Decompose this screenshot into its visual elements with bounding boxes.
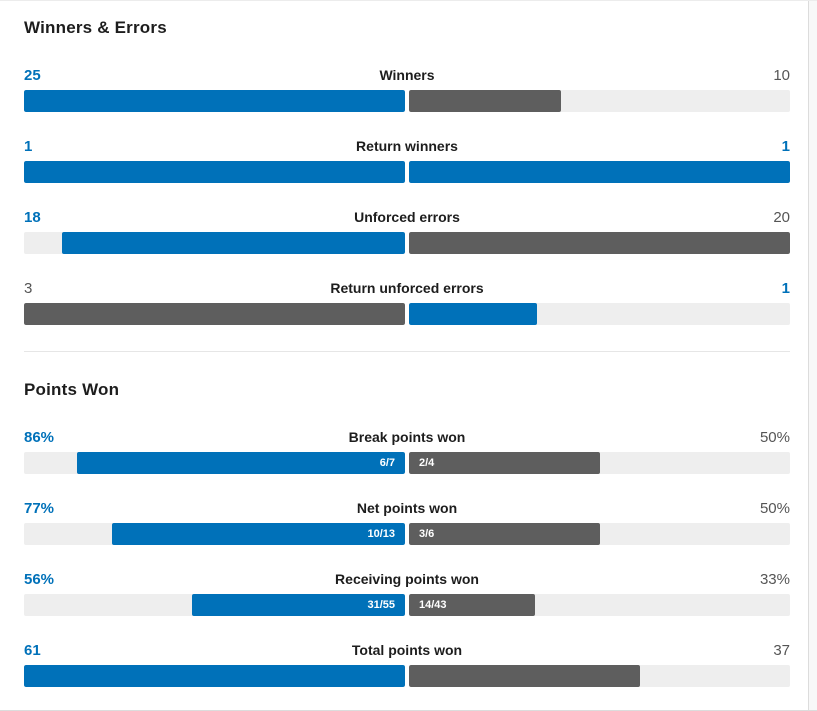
player1-value: 77% — [24, 500, 55, 517]
points-won-rows: 86% Break points won 50% 6/7 2/4 77% Net… — [24, 429, 790, 687]
player2-fraction-label: 2/4 — [419, 457, 435, 469]
stat-label-line: 18 Unforced errors 20 — [24, 209, 790, 226]
player1-value: 1 — [24, 138, 33, 155]
winners-errors-title: Winners & Errors — [24, 18, 167, 37]
player2-fraction-label: 14/43 — [419, 599, 447, 611]
player1-bar-track: 31/55 — [24, 594, 405, 616]
player2-bar-track — [409, 303, 790, 325]
stat-label-line: 1 Return winners 1 — [24, 138, 790, 155]
player1-bar: 6/7 — [77, 452, 405, 474]
player1-bar-track — [24, 161, 405, 183]
stat-row: 56% Receiving points won 33% 31/55 14/43 — [24, 571, 790, 616]
stat-row: 61 Total points won 37 — [24, 642, 790, 687]
player2-value: 20 — [773, 209, 790, 226]
player1-fraction-label: 6/7 — [379, 457, 395, 469]
player1-bar-track: 10/13 — [24, 523, 405, 545]
player2-bar-track — [409, 665, 790, 687]
player1-bar — [24, 303, 405, 325]
player1-bar-track — [24, 90, 405, 112]
player2-bar — [409, 232, 790, 254]
player2-bar-track: 3/6 — [409, 523, 790, 545]
player1-bar — [24, 161, 405, 183]
stat-row: 77% Net points won 50% 10/13 3/6 — [24, 500, 790, 545]
player1-value: 3 — [24, 280, 33, 297]
player1-value: 18 — [24, 209, 41, 226]
player2-value: 1 — [781, 280, 790, 297]
stat-row: 1 Return winners 1 — [24, 138, 790, 183]
player2-value: 50% — [759, 429, 790, 446]
scrollbar-track[interactable] — [808, 1, 817, 710]
stat-label-line: 86% Break points won 50% — [24, 429, 790, 446]
stat-row: 86% Break points won 50% 6/7 2/4 — [24, 429, 790, 474]
player2-bar-track — [409, 161, 790, 183]
player2-bar — [409, 303, 537, 325]
stat-bar-line — [24, 232, 790, 254]
stat-label: Winners — [379, 67, 435, 83]
stat-label: Return unforced errors — [330, 280, 484, 296]
player2-value: 50% — [759, 500, 790, 517]
player1-bar-track — [24, 303, 405, 325]
stat-label: Receiving points won — [335, 571, 479, 587]
player2-bar-track — [409, 232, 790, 254]
player1-bar — [62, 232, 405, 254]
player1-value: 61 — [24, 642, 41, 659]
stat-bar-line — [24, 303, 790, 325]
player2-bar: 2/4 — [409, 452, 600, 474]
player1-bar: 31/55 — [191, 594, 405, 616]
stat-bar-line — [24, 665, 790, 687]
stat-bar-line: 31/55 14/43 — [24, 594, 790, 616]
stat-label-line: 56% Receiving points won 33% — [24, 571, 790, 588]
player2-value: 1 — [781, 138, 790, 155]
stat-label: Break points won — [348, 429, 466, 445]
stat-bar-line: 10/13 3/6 — [24, 523, 790, 545]
stat-label-line: 25 Winners 10 — [24, 67, 790, 84]
player2-value: 33% — [759, 571, 790, 588]
stat-label-line: 3 Return unforced errors 1 — [24, 280, 790, 297]
player1-bar-track — [24, 665, 405, 687]
player1-value: 86% — [24, 429, 55, 446]
winners-errors-rows: 25 Winners 10 1 Return winners 1 — [24, 67, 790, 325]
player2-bar: 14/43 — [409, 594, 535, 616]
stat-label-line: 61 Total points won 37 — [24, 642, 790, 659]
player1-value: 56% — [24, 571, 55, 588]
player1-bar — [24, 665, 405, 687]
player2-bar — [409, 161, 790, 183]
stat-row: 25 Winners 10 — [24, 67, 790, 112]
player2-value: 10 — [773, 67, 790, 84]
stat-label: Return winners — [356, 138, 458, 154]
match-stats-panel: Winners & Errors 25 Winners 10 1 Return … — [0, 1, 817, 687]
player2-bar-track: 14/43 — [409, 594, 790, 616]
stat-label: Unforced errors — [354, 209, 460, 225]
stat-label: Net points won — [356, 500, 458, 516]
stat-bar-line: 6/7 2/4 — [24, 452, 790, 474]
player1-bar-track — [24, 232, 405, 254]
player2-bar — [409, 90, 562, 112]
section-divider — [24, 351, 790, 352]
player2-bar-track: 2/4 — [409, 452, 790, 474]
stat-row: 18 Unforced errors 20 — [24, 209, 790, 254]
player1-fraction-label: 10/13 — [367, 528, 395, 540]
player1-fraction-label: 31/55 — [367, 599, 395, 611]
stat-bar-line — [24, 90, 790, 112]
player2-fraction-label: 3/6 — [419, 528, 435, 540]
player2-bar: 3/6 — [409, 523, 600, 545]
points-won-title: Points Won — [24, 380, 120, 399]
section-points-won: Points Won 86% Break points won 50% 6/7 … — [24, 380, 790, 687]
stat-label-line: 77% Net points won 50% — [24, 500, 790, 517]
player1-bar: 10/13 — [111, 523, 405, 545]
stat-label: Total points won — [351, 642, 463, 658]
player2-bar-track — [409, 90, 790, 112]
player2-bar — [409, 665, 641, 687]
player1-bar-track: 6/7 — [24, 452, 405, 474]
player2-value: 37 — [773, 642, 790, 659]
player1-bar — [24, 90, 405, 112]
section-winners-errors: Winners & Errors 25 Winners 10 1 Return … — [24, 18, 790, 325]
stat-bar-line — [24, 161, 790, 183]
stat-row: 3 Return unforced errors 1 — [24, 280, 790, 325]
player1-value: 25 — [24, 67, 41, 84]
